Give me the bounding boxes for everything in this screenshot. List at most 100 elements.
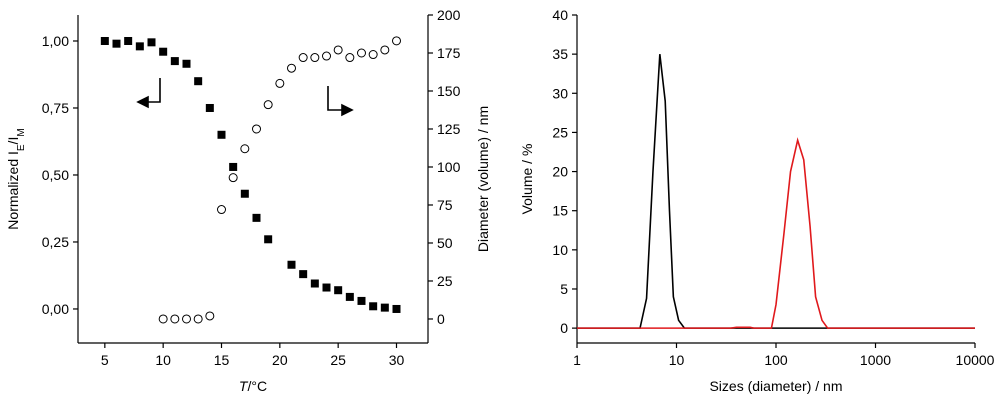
axis-label: Normalized IE/IM <box>5 128 27 229</box>
point <box>182 59 191 68</box>
x-tick-label: 25 <box>330 352 346 368</box>
x-tick-label: 15 <box>214 352 230 368</box>
axis-label-part: E <box>16 144 27 151</box>
y-tick-label: 0,00 <box>42 301 69 317</box>
point <box>333 45 343 55</box>
point <box>299 270 308 279</box>
point <box>369 302 378 311</box>
x-tick-label: 100 <box>764 352 788 368</box>
point <box>392 36 401 46</box>
x-tick-label: 1 <box>573 352 581 368</box>
y2-tick-label: 75 <box>437 197 453 213</box>
point <box>193 314 203 324</box>
point <box>205 311 215 321</box>
point <box>217 205 226 215</box>
point <box>357 48 366 58</box>
point <box>345 53 355 63</box>
point <box>229 162 238 171</box>
point <box>240 144 250 154</box>
y2-tick-label: 100 <box>437 159 461 175</box>
x-tick-label: 1000 <box>860 352 891 368</box>
series-line <box>577 54 975 329</box>
axis-label: T/°C <box>239 378 267 394</box>
axis-label-part: Normalized I <box>5 151 21 230</box>
point <box>124 36 133 45</box>
point <box>298 53 308 63</box>
y2-tick-label: 0 <box>437 311 445 327</box>
y-tick-label: 40 <box>552 7 568 23</box>
point <box>345 292 354 301</box>
y2-tick-label: 175 <box>437 45 461 61</box>
y-tick-label: 15 <box>552 203 568 219</box>
y-tick-label: 0,75 <box>42 100 69 116</box>
axis-label-part: T <box>239 378 249 394</box>
y-tick-label: 30 <box>552 85 568 101</box>
point <box>310 53 320 63</box>
point <box>205 103 214 112</box>
y2-tick-label: 125 <box>437 121 461 137</box>
y2-tick-label: 25 <box>437 273 453 289</box>
point <box>147 38 156 47</box>
y-tick-label: 10 <box>552 242 568 258</box>
point <box>380 303 389 312</box>
point <box>112 39 121 48</box>
x-tick-label: 10 <box>155 352 171 368</box>
series-line <box>577 137 975 329</box>
point <box>287 260 296 269</box>
axis-label: Sizes (diameter) / nm <box>709 378 842 394</box>
point <box>100 36 109 45</box>
annotation-arrows <box>136 78 354 117</box>
point <box>310 279 319 288</box>
y-tick-label: 5 <box>560 281 568 297</box>
y2-tick-label: 150 <box>437 83 461 99</box>
point <box>217 130 226 139</box>
point <box>287 63 296 73</box>
y2-tick-label: 50 <box>437 235 453 251</box>
point <box>263 100 273 110</box>
point <box>368 50 378 60</box>
axis-label: Diameter (volume) / nm <box>475 106 491 252</box>
point <box>264 235 273 244</box>
point <box>322 283 331 292</box>
point <box>228 173 238 183</box>
axis-label: Volume / % <box>519 144 535 215</box>
x-tick-label: 10000 <box>956 352 995 368</box>
x-tick-label: 10 <box>669 352 685 368</box>
axis-label-part: M <box>16 128 27 136</box>
point <box>357 296 366 305</box>
axis-label-part: /I <box>5 137 21 145</box>
point <box>252 124 261 134</box>
point <box>392 304 401 313</box>
point <box>158 314 168 324</box>
point <box>170 57 179 66</box>
x-tick-label: 30 <box>389 352 405 368</box>
arrow-left <box>146 78 161 103</box>
point <box>170 314 180 324</box>
point <box>380 45 390 55</box>
point <box>252 213 261 222</box>
point <box>194 77 203 86</box>
y-tick-label: 35 <box>552 46 568 62</box>
y2-tick-label: 200 <box>437 7 461 23</box>
x-tick-label: 5 <box>101 352 109 368</box>
point <box>334 286 343 295</box>
point <box>159 47 168 56</box>
arrow-head <box>341 103 354 117</box>
y-tick-label: 0,25 <box>42 234 69 250</box>
point <box>322 51 331 61</box>
arrow-right <box>327 86 344 111</box>
point <box>182 314 191 324</box>
point <box>240 189 249 198</box>
arrow-head <box>136 95 149 109</box>
point <box>135 42 144 51</box>
point <box>275 78 285 88</box>
y-tick-label: 20 <box>552 164 568 180</box>
x-tick-label: 20 <box>272 352 288 368</box>
y-tick-label: 0,50 <box>42 167 69 183</box>
y-tick-label: 1,00 <box>42 33 69 49</box>
axis-label-part: /°C <box>247 378 267 394</box>
y-tick-label: 25 <box>552 124 568 140</box>
y-tick-label: 0 <box>560 320 568 336</box>
